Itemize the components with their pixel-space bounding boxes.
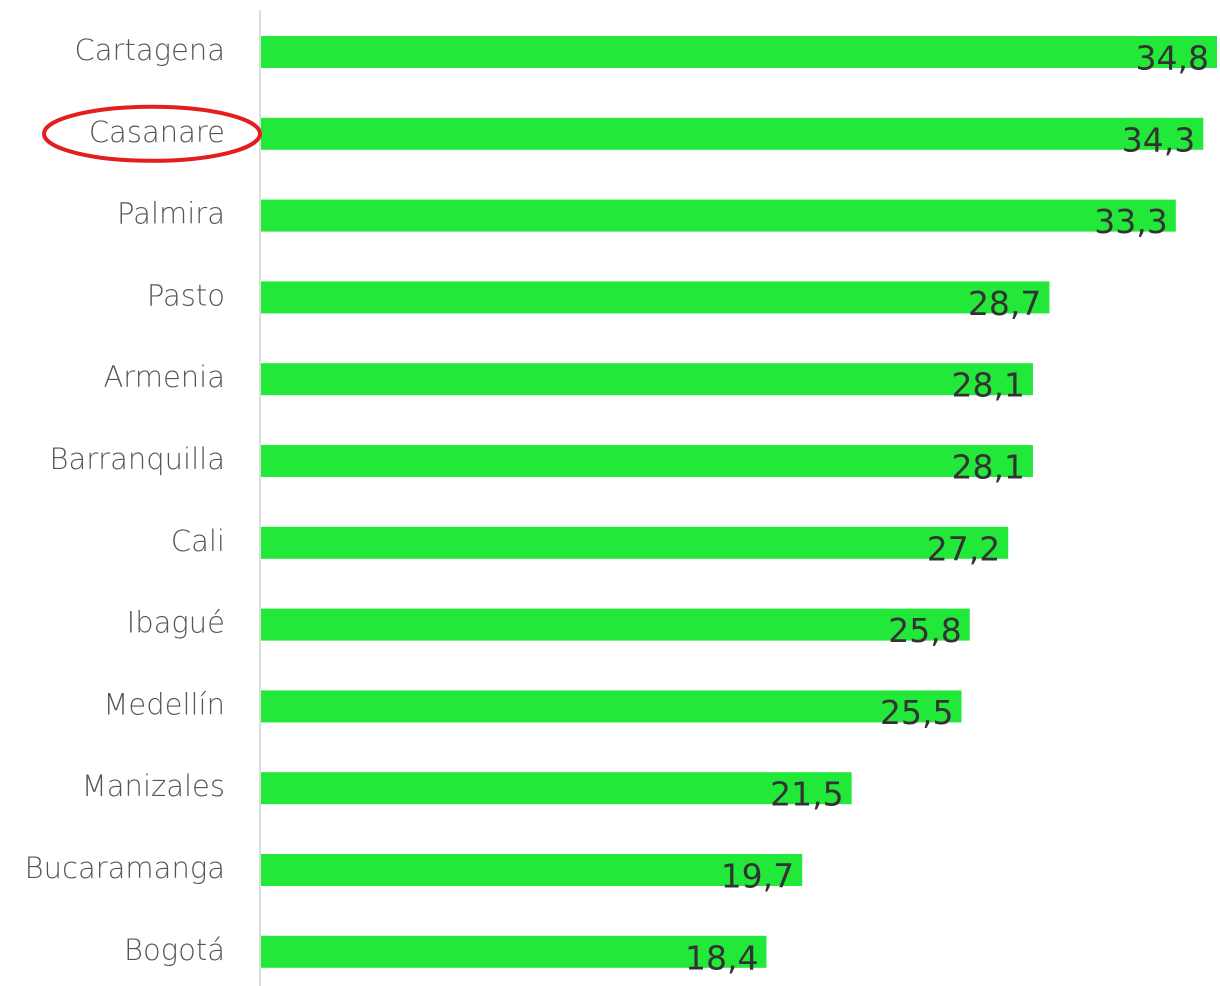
value-label: 19,7 — [721, 857, 794, 896]
value-label: 28,1 — [951, 448, 1024, 487]
value-label: 21,5 — [770, 775, 843, 814]
bar — [261, 608, 970, 641]
value-label: 34,8 — [1136, 39, 1209, 78]
category-label: Bucaramanga — [25, 851, 225, 885]
bar — [261, 854, 803, 886]
category-label: Medellín — [103, 687, 225, 721]
category-label: Pasto — [147, 278, 225, 312]
highlight-circle — [42, 104, 262, 163]
bar — [261, 445, 1033, 477]
bar — [261, 117, 1204, 150]
bar — [261, 690, 962, 723]
value-label: 25,5 — [880, 693, 953, 732]
value-label: 34,3 — [1122, 120, 1195, 159]
category-label: Casanare — [89, 115, 225, 149]
category-label: Manizales — [82, 769, 225, 803]
value-label: 27,2 — [927, 529, 1000, 568]
value-label: 18,4 — [685, 938, 758, 977]
value-label: 33,3 — [1094, 202, 1167, 241]
category-label: Bogotá — [124, 933, 225, 967]
bar — [261, 526, 1009, 559]
bar — [261, 772, 852, 805]
category-label: Cali — [171, 524, 225, 558]
category-label: Barranquilla — [50, 442, 226, 476]
bar — [261, 36, 1217, 68]
bar — [261, 199, 1176, 232]
category-label: Cartagena — [75, 33, 225, 67]
category-label: Armenia — [103, 360, 225, 394]
value-label: 28,7 — [968, 284, 1041, 323]
value-label: 25,8 — [888, 611, 961, 650]
bar — [261, 935, 767, 968]
bar — [261, 281, 1050, 314]
value-label: 28,1 — [951, 366, 1024, 405]
category-label: Ibagué — [127, 606, 225, 640]
category-label: Palmira — [117, 197, 225, 231]
bar — [261, 363, 1033, 396]
